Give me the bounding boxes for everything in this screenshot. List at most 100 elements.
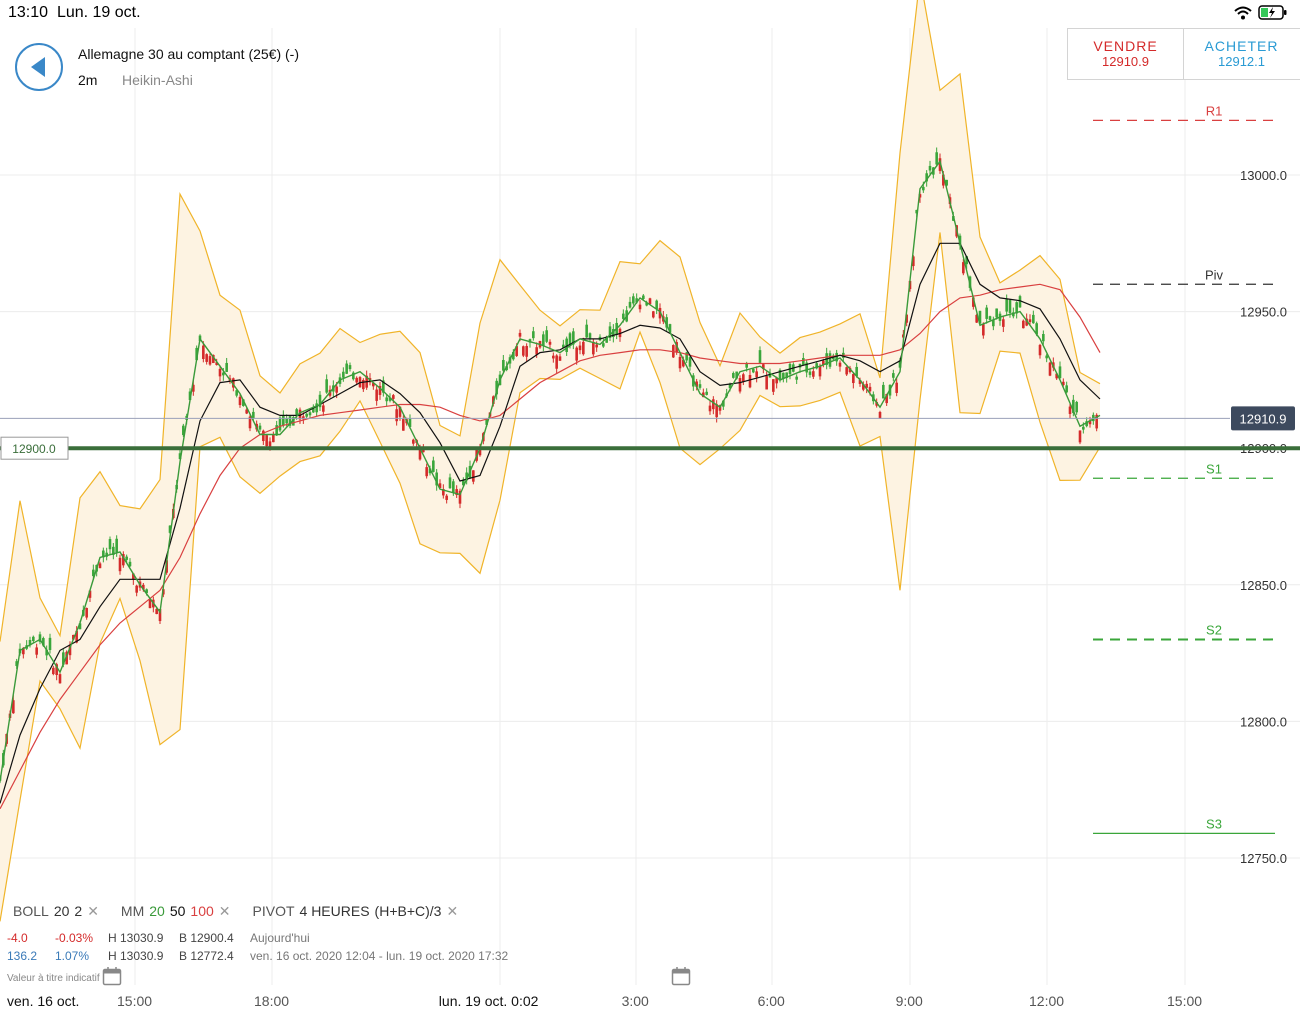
candle-body bbox=[828, 353, 832, 367]
remove-mm-icon[interactable]: ✕ bbox=[218, 903, 231, 919]
x-tick-label: 12:00 bbox=[1029, 993, 1065, 1009]
candle-body bbox=[462, 479, 465, 486]
indicator-legend: BOLL 20 2 ✕ MM 20 50 100 ✕ PIVOT 4 HEURE… bbox=[13, 903, 480, 920]
mm-period-20: 20 bbox=[149, 903, 165, 919]
candle-body bbox=[112, 546, 115, 555]
candle-body bbox=[512, 352, 515, 360]
x-tick-label: 15:00 bbox=[117, 993, 153, 1009]
candle-body bbox=[698, 384, 702, 388]
candle-body bbox=[208, 356, 212, 365]
candle-body bbox=[418, 449, 422, 460]
candle-body bbox=[182, 425, 185, 436]
candle-body bbox=[895, 382, 898, 393]
candle-body bbox=[422, 448, 425, 453]
candle-body bbox=[375, 389, 378, 401]
y-tick-label: 12800.0 bbox=[1240, 714, 1287, 729]
candle-body bbox=[232, 378, 235, 388]
candle-body bbox=[115, 538, 118, 553]
instrument-title[interactable]: Allemagne 30 au comptant (25€) (-) bbox=[78, 46, 299, 62]
candle-body bbox=[518, 332, 522, 337]
mm-name[interactable]: MM bbox=[120, 903, 145, 919]
candle-body bbox=[805, 362, 808, 373]
candle-body bbox=[102, 550, 105, 558]
candle-body bbox=[972, 297, 975, 307]
candle-body bbox=[982, 324, 985, 336]
candle-body bbox=[808, 371, 812, 375]
remove-boll-icon[interactable]: ✕ bbox=[87, 903, 99, 919]
x-tick-label: 15:00 bbox=[1167, 993, 1203, 1009]
candle-body bbox=[345, 363, 348, 374]
candle-body bbox=[342, 371, 345, 378]
candle-body bbox=[1042, 334, 1045, 342]
current-price-badge bbox=[1231, 406, 1295, 431]
calendar-start-icon[interactable] bbox=[102, 966, 122, 986]
candle-body bbox=[898, 360, 902, 368]
calendar-end-icon[interactable] bbox=[671, 966, 691, 986]
current-price-label: 12910.9 bbox=[1240, 411, 1287, 426]
candle-body bbox=[882, 384, 885, 399]
candle-body bbox=[1082, 426, 1085, 430]
candle-body bbox=[735, 371, 738, 379]
candle-body bbox=[132, 573, 135, 580]
candle-body bbox=[742, 374, 745, 382]
candle-body bbox=[222, 372, 225, 376]
candle-body bbox=[478, 446, 482, 456]
boll-dev: 2 bbox=[74, 903, 83, 919]
candle-body bbox=[252, 411, 255, 419]
timeframe-selector[interactable]: 2m bbox=[78, 72, 98, 88]
mm50-line bbox=[0, 242, 1101, 804]
candle-body bbox=[282, 415, 285, 426]
candle-body bbox=[575, 347, 578, 361]
candle-body bbox=[1048, 362, 1052, 376]
pivot-name[interactable]: PIVOT bbox=[252, 903, 295, 919]
y-tick-label: 13000.0 bbox=[1240, 168, 1287, 183]
candle-body bbox=[878, 412, 882, 419]
candle-body bbox=[435, 472, 438, 486]
back-button[interactable] bbox=[15, 43, 63, 91]
candle-body bbox=[1035, 323, 1038, 335]
candle-body bbox=[428, 468, 432, 474]
candle-body bbox=[585, 324, 588, 338]
candle-body bbox=[258, 425, 262, 430]
candle-body bbox=[775, 377, 778, 384]
candle-body bbox=[965, 256, 968, 265]
candle-body bbox=[55, 664, 58, 676]
candle-body bbox=[218, 368, 222, 377]
candle-body bbox=[602, 343, 605, 347]
sell-button[interactable]: VENDRE 12910.9 bbox=[1068, 29, 1184, 79]
candle-body bbox=[265, 435, 268, 447]
candle-body bbox=[715, 404, 718, 418]
buy-button[interactable]: ACHETER 12912.1 bbox=[1184, 29, 1299, 79]
candle-body bbox=[155, 608, 158, 615]
boll-name[interactable]: BOLL bbox=[13, 903, 49, 919]
candle-body bbox=[752, 369, 755, 373]
y-tick-label: 12750.0 bbox=[1240, 851, 1287, 866]
trade-panel: VENDRE 12910.9 ACHETER 12912.1 bbox=[1067, 28, 1300, 80]
candle-body bbox=[502, 359, 505, 371]
candle-body bbox=[912, 256, 915, 267]
candle-body bbox=[768, 372, 772, 378]
candle-body bbox=[855, 366, 858, 377]
remove-pivot-icon[interactable]: ✕ bbox=[446, 903, 459, 919]
pivot-label-s2: S2 bbox=[1206, 622, 1222, 637]
chart-type-selector[interactable]: Heikin-Ashi bbox=[122, 72, 193, 88]
x-tick-label: 3:00 bbox=[621, 993, 649, 1009]
candle-body bbox=[278, 417, 282, 431]
candle-body bbox=[558, 356, 562, 361]
candle-body bbox=[928, 165, 932, 171]
candle-body bbox=[408, 418, 412, 427]
candle-body bbox=[32, 636, 35, 641]
candle-body bbox=[92, 569, 95, 577]
candle-body bbox=[678, 356, 682, 369]
candle-body bbox=[732, 373, 735, 378]
candle-body bbox=[352, 372, 355, 380]
candle-body bbox=[135, 585, 138, 593]
candle-body bbox=[398, 406, 402, 417]
candle-body bbox=[532, 331, 535, 339]
candle-body bbox=[315, 403, 318, 413]
candle-body bbox=[762, 364, 765, 370]
candle-body bbox=[145, 589, 148, 593]
low-period: B 12772.4 bbox=[179, 949, 234, 963]
candle-body bbox=[1038, 344, 1042, 356]
